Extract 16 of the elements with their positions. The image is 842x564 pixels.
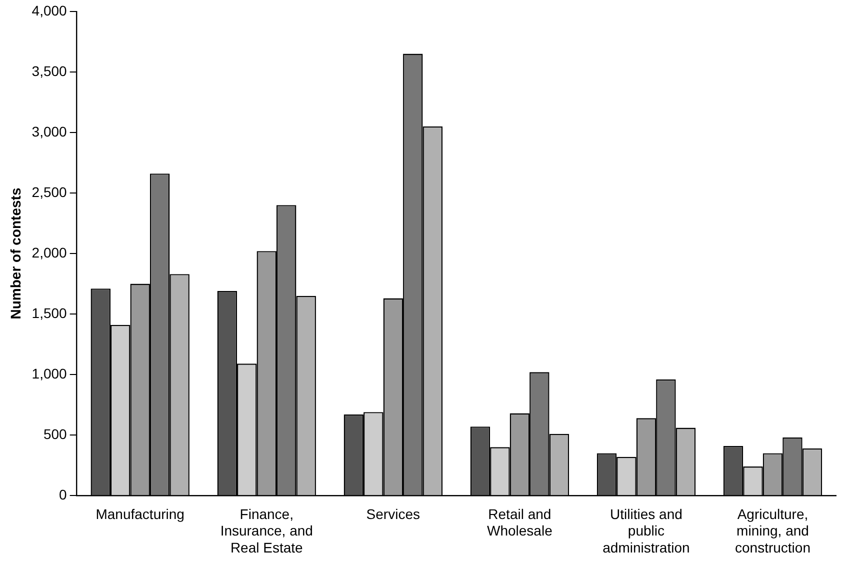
x-tick-label: Finance, Insurance, and Real Estate [220, 506, 313, 556]
x-tick-label: Services [366, 506, 420, 522]
x-tick-label: Manufacturing [96, 506, 184, 522]
y-tick-label: 3,500 [32, 62, 68, 79]
y-tick-label: 1,500 [32, 304, 68, 321]
x-tick-label: Agriculture, mining, and construction [734, 506, 810, 556]
y-tick-label: 4,000 [32, 2, 68, 18]
y-tick-label: 500 [43, 426, 68, 442]
y-tick-label: 3,000 [32, 123, 68, 140]
y-tick-label: 2,000 [32, 244, 68, 260]
y-tick-label: 1,000 [32, 365, 68, 382]
y-tick-label: 2,500 [32, 184, 68, 200]
y-axis-title: Number of contests [7, 188, 24, 320]
x-tick-label: Utilities and public administration [602, 506, 690, 556]
x-tick-label: Retail and Wholesale [486, 506, 553, 539]
y-tick-label: 0 [59, 486, 68, 502]
